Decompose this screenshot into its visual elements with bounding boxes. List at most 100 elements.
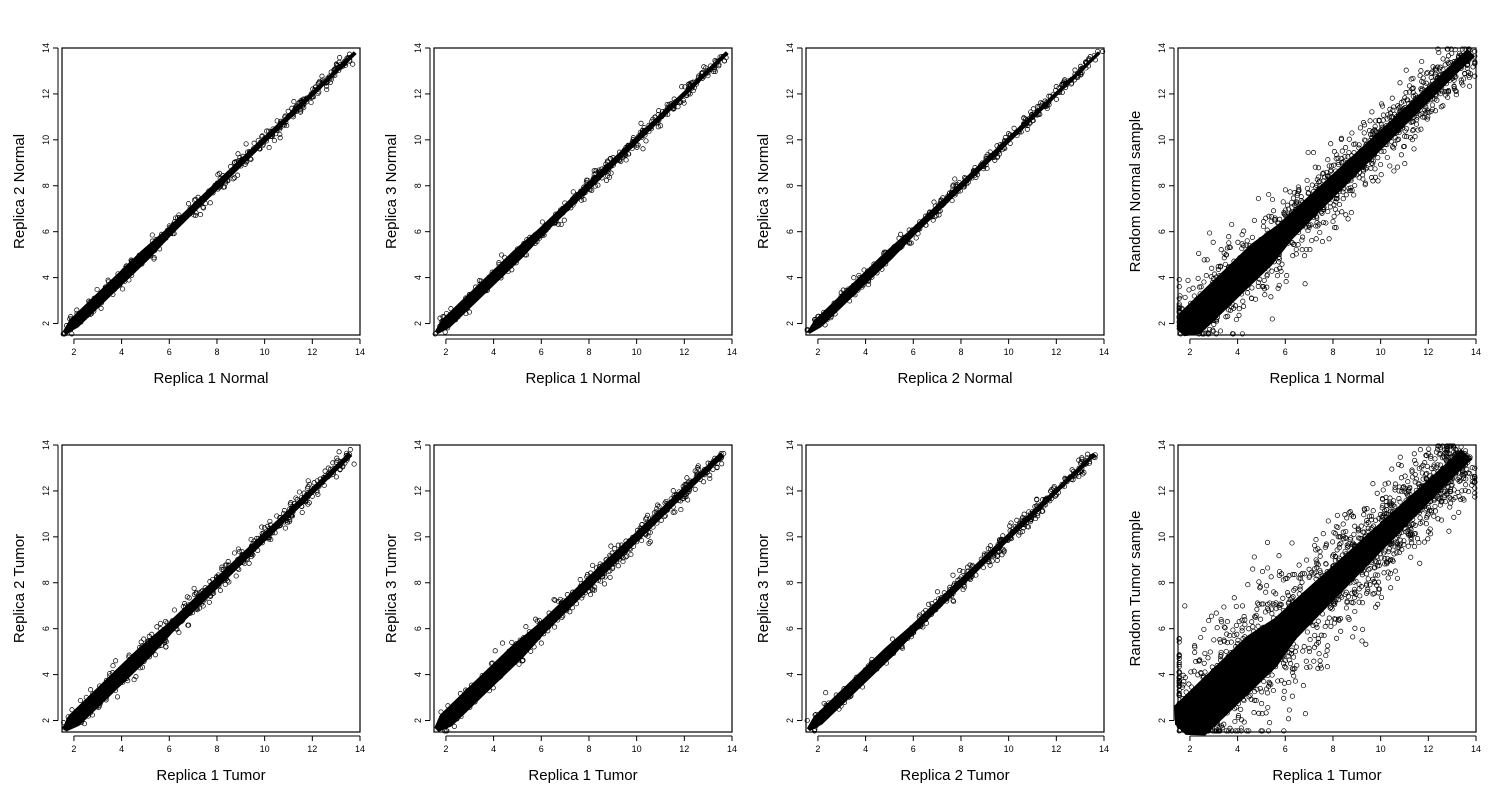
data-point — [1397, 126, 1403, 132]
point-cloud — [62, 51, 357, 335]
data-point — [342, 61, 348, 67]
data-point — [236, 566, 242, 572]
x-axis-label: Replica 2 Tumor — [900, 767, 1009, 784]
data-point — [882, 656, 889, 662]
data-point — [250, 541, 256, 547]
data-point — [91, 308, 97, 314]
data-point — [251, 538, 257, 544]
data-point — [1445, 53, 1452, 59]
data-point — [936, 208, 942, 214]
data-point — [608, 543, 614, 549]
data-point — [1355, 157, 1361, 163]
data-point — [1267, 600, 1273, 606]
data-point — [1411, 146, 1417, 152]
data-point — [1223, 659, 1229, 665]
data-point — [1465, 69, 1471, 75]
data-point — [1423, 70, 1430, 77]
data-point — [112, 678, 118, 684]
data-point — [639, 130, 645, 137]
data-point — [1253, 296, 1259, 302]
data-point — [346, 451, 352, 457]
data-point — [1461, 76, 1467, 82]
data-point — [1203, 290, 1209, 296]
data-point — [601, 581, 608, 587]
data-point — [139, 664, 146, 670]
data-point — [206, 599, 212, 605]
data-point — [113, 277, 119, 283]
data-point — [678, 507, 684, 513]
data-point — [1270, 687, 1276, 694]
x-tick-label: 10 — [632, 347, 642, 357]
data-point — [688, 86, 694, 92]
panel-tumor-rep1-vs-rep3: Replica 1 Tumor Replica 3 Tumor 2 4 6 8 10 12 14… — [372, 397, 744, 794]
data-point — [1059, 82, 1065, 88]
data-point — [498, 662, 504, 668]
data-point — [267, 518, 273, 524]
data-point — [103, 677, 109, 683]
data-point — [981, 164, 987, 170]
data-point — [1176, 675, 1182, 681]
data-point — [107, 673, 113, 679]
data-point — [464, 688, 470, 694]
data-point — [1335, 573, 1342, 579]
data-point — [1404, 126, 1410, 132]
data-point — [1234, 631, 1240, 637]
data-point — [547, 615, 553, 621]
data-point — [1440, 465, 1446, 471]
data-point — [260, 142, 266, 149]
data-point — [1309, 237, 1315, 244]
data-point — [1264, 690, 1271, 696]
data-point — [466, 291, 472, 298]
data-point — [1381, 148, 1387, 154]
data-point — [1367, 118, 1373, 124]
data-point — [1397, 454, 1403, 460]
data-point — [224, 172, 230, 178]
data-point — [688, 483, 694, 489]
data-point — [1318, 665, 1324, 671]
data-point — [1204, 308, 1210, 314]
data-point — [1445, 46, 1451, 52]
data-point — [872, 265, 878, 271]
data-point — [1444, 57, 1450, 63]
data-point — [1226, 662, 1232, 668]
data-point — [1269, 255, 1275, 261]
y-tick-label: 4 — [41, 672, 51, 677]
data-point — [1280, 199, 1286, 205]
data-point — [598, 169, 604, 175]
data-point — [598, 578, 604, 584]
data-point — [1270, 256, 1276, 262]
data-point — [1289, 595, 1295, 601]
y-tick-label: 10 — [41, 532, 51, 542]
data-point — [1237, 255, 1243, 261]
data-point — [990, 152, 996, 158]
data-point — [588, 585, 594, 591]
x-tick-label: 10 — [1376, 347, 1386, 357]
data-point — [1239, 291, 1245, 297]
data-point — [1294, 662, 1300, 669]
data-point — [1325, 192, 1331, 198]
data-point — [1240, 636, 1246, 642]
data-point — [904, 233, 910, 240]
data-point — [607, 574, 613, 580]
data-point — [95, 699, 101, 705]
data-point — [248, 536, 254, 543]
data-point — [1364, 155, 1370, 162]
data-point — [824, 710, 830, 716]
data-point — [235, 172, 241, 178]
data-point — [1046, 99, 1052, 105]
data-point — [135, 260, 141, 266]
data-point — [1346, 510, 1352, 516]
data-point — [148, 648, 155, 655]
data-point — [485, 680, 491, 686]
data-point — [1176, 703, 1182, 709]
data-point — [1002, 138, 1008, 145]
data-point — [1296, 601, 1302, 608]
data-point — [1443, 81, 1449, 87]
data-point — [587, 183, 593, 189]
data-point — [1367, 582, 1373, 588]
data-point — [1342, 591, 1348, 597]
data-point — [1229, 693, 1235, 699]
data-point — [1342, 558, 1348, 565]
data-point — [650, 524, 656, 530]
data-point — [1352, 141, 1358, 147]
